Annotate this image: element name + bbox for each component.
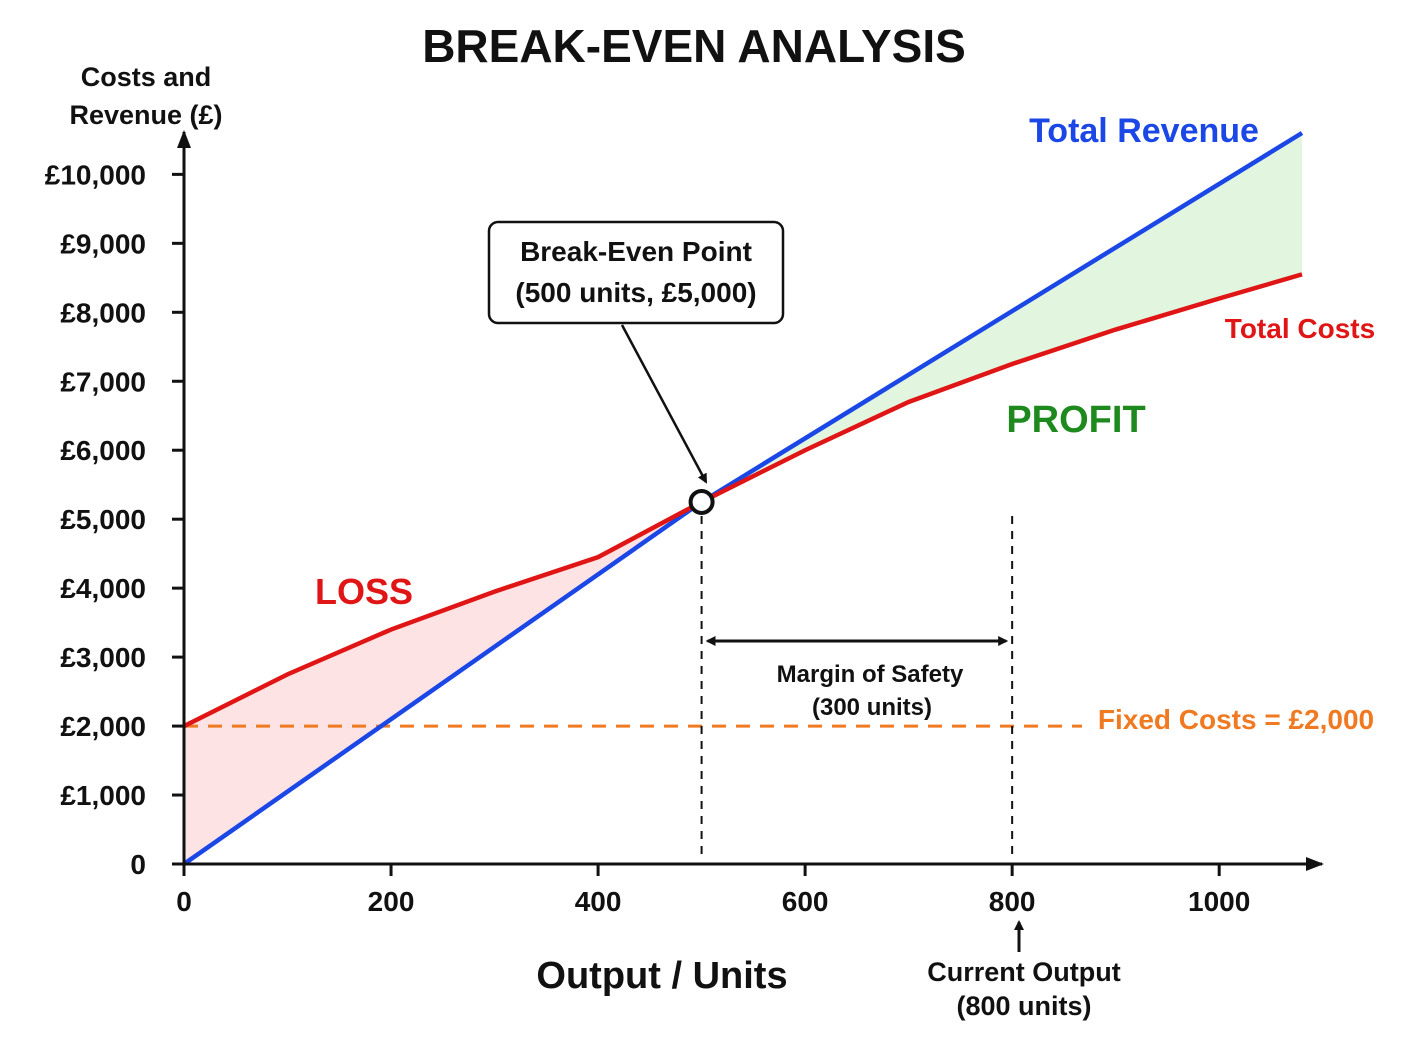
y-tick-label: £8,000: [60, 297, 146, 328]
x-tick-label: 600: [782, 886, 829, 917]
margin-of-safety-label: Margin of Safety: [777, 661, 964, 688]
y-tick-label: £6,000: [60, 435, 146, 466]
y-tick-label: £3,000: [60, 642, 146, 673]
y-tick-label: £5,000: [60, 504, 146, 535]
break-even-callout-title: Break-Even Point: [520, 236, 752, 267]
loss-label: LOSS: [315, 571, 413, 612]
break-even-callout-value: (500 units, £5,000): [515, 277, 756, 308]
total-revenue-label: Total Revenue: [1029, 112, 1259, 150]
y-tick-label: £2,000: [60, 711, 146, 742]
x-tick-label: 800: [989, 886, 1036, 917]
x-axis-title: Output / Units: [536, 955, 787, 997]
current-output-label: Current Output: [927, 957, 1120, 987]
y-tick-label: £10,000: [45, 159, 146, 190]
current-output-value: (800 units): [956, 991, 1091, 1021]
break-even-point-marker: [688, 488, 715, 515]
y-tick-label: £7,000: [60, 366, 146, 397]
total-costs-line: [182, 272, 1303, 729]
x-tick-label: 0: [176, 886, 192, 917]
break-even-callout-box: [487, 220, 785, 325]
x-tick-label: 200: [368, 886, 415, 917]
y-tick-label: £4,000: [60, 573, 146, 604]
total-costs-label: Total Costs: [1225, 313, 1375, 344]
y-tick-label: 0: [130, 849, 146, 880]
x-tick-label: 1000: [1188, 886, 1250, 917]
y-axis-title-line-2: Revenue (£): [69, 100, 222, 130]
profit-label: PROFIT: [1006, 399, 1145, 441]
y-tick-label: £1,000: [60, 780, 146, 811]
y-axis-title-line-1: Costs and: [81, 62, 212, 92]
fixed-costs-label: Fixed Costs = £2,000: [1098, 704, 1374, 735]
axis-ticks: 0 £1,000 £2,000 £3,000 £4,000 £5,000 £6,000 £7,…: [45, 159, 1251, 917]
break-even-callout-arrow: [620, 324, 708, 484]
margin-of-safety-value: (300 units): [812, 694, 932, 721]
y-tick-label: £9,000: [60, 228, 146, 259]
chart-title: BREAK-EVEN ANALYSIS: [422, 20, 966, 72]
x-tick-label: 400: [575, 886, 622, 917]
